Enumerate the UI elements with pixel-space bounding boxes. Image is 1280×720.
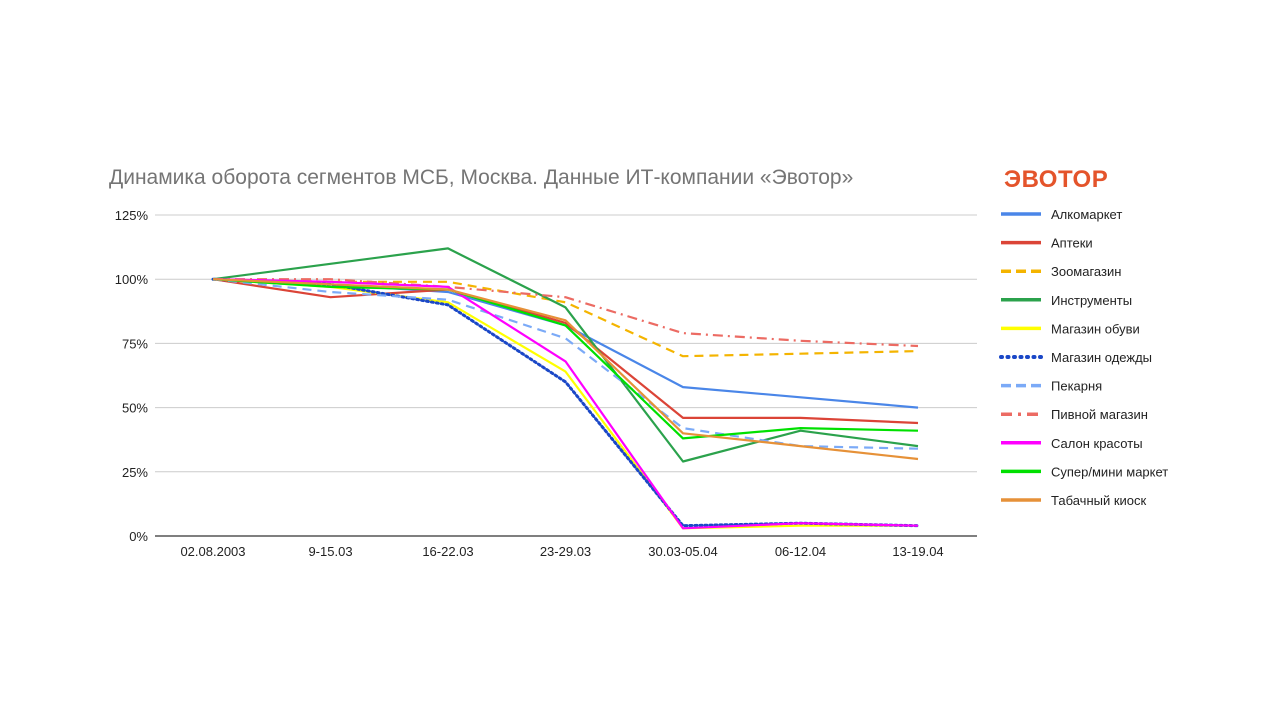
series-layer bbox=[211, 247, 920, 530]
legend-label: Магазин одежды bbox=[1051, 350, 1152, 365]
legend-label: Пекарня bbox=[1051, 379, 1102, 394]
series-line-2 bbox=[212, 278, 919, 425]
legend-label: Алкомаркет bbox=[1051, 207, 1122, 222]
legend-label: Салон красоты bbox=[1051, 436, 1143, 451]
y-tick-label: 100% bbox=[115, 272, 149, 287]
x-tick-label: 30.03-05.04 bbox=[648, 544, 717, 559]
series-line-11 bbox=[212, 278, 919, 461]
legend-label: Магазин обуви bbox=[1051, 321, 1140, 336]
series-line-5 bbox=[212, 278, 918, 530]
series-line-4 bbox=[212, 247, 919, 463]
legend: Алкомаркет Аптеки Зоомагазин Инструменты Маг… bbox=[999, 207, 1168, 508]
x-tick-label: 13-19.04 bbox=[892, 544, 943, 559]
series-line-6 bbox=[211, 277, 920, 528]
legend-label: Зоомагазин bbox=[1051, 264, 1121, 279]
chart-title: Динамика оборота сегментов МСБ, Москва. … bbox=[109, 166, 854, 189]
legend-label: Аптеки bbox=[1051, 236, 1093, 251]
legend-label: Табачный киоск bbox=[1051, 493, 1147, 508]
y-tick-label: 0% bbox=[129, 529, 148, 544]
legend-label: Пивной магазин bbox=[1051, 407, 1148, 422]
x-tick-label: 23-29.03 bbox=[540, 544, 591, 559]
x-tick-label: 9-15.03 bbox=[308, 544, 352, 559]
series-line-9 bbox=[212, 278, 919, 530]
y-tick-label: 75% bbox=[122, 336, 148, 351]
axis-layer: 0% 25% 50% 75% 100% 125% 02.08.2003 9-15.03 16-2… bbox=[115, 208, 977, 559]
y-tick-label: 25% bbox=[122, 465, 148, 480]
series-line-8 bbox=[213, 278, 919, 348]
x-tick-label: 02.08.2003 bbox=[180, 544, 245, 559]
x-tick-label: 16-22.03 bbox=[422, 544, 473, 559]
y-tick-label: 50% bbox=[122, 401, 148, 416]
legend-label: Инструменты bbox=[1051, 293, 1132, 308]
legend-label: Супер/мини маркет bbox=[1051, 464, 1168, 479]
y-tick-label: 125% bbox=[115, 208, 149, 223]
x-tick-label: 06-12.04 bbox=[775, 544, 826, 559]
series-line-10 bbox=[212, 278, 919, 440]
brand-logo: ЭВОТОР bbox=[1004, 166, 1109, 193]
grid-layer bbox=[155, 214, 977, 473]
series-line-3 bbox=[212, 278, 919, 358]
series-line-7 bbox=[212, 278, 919, 450]
